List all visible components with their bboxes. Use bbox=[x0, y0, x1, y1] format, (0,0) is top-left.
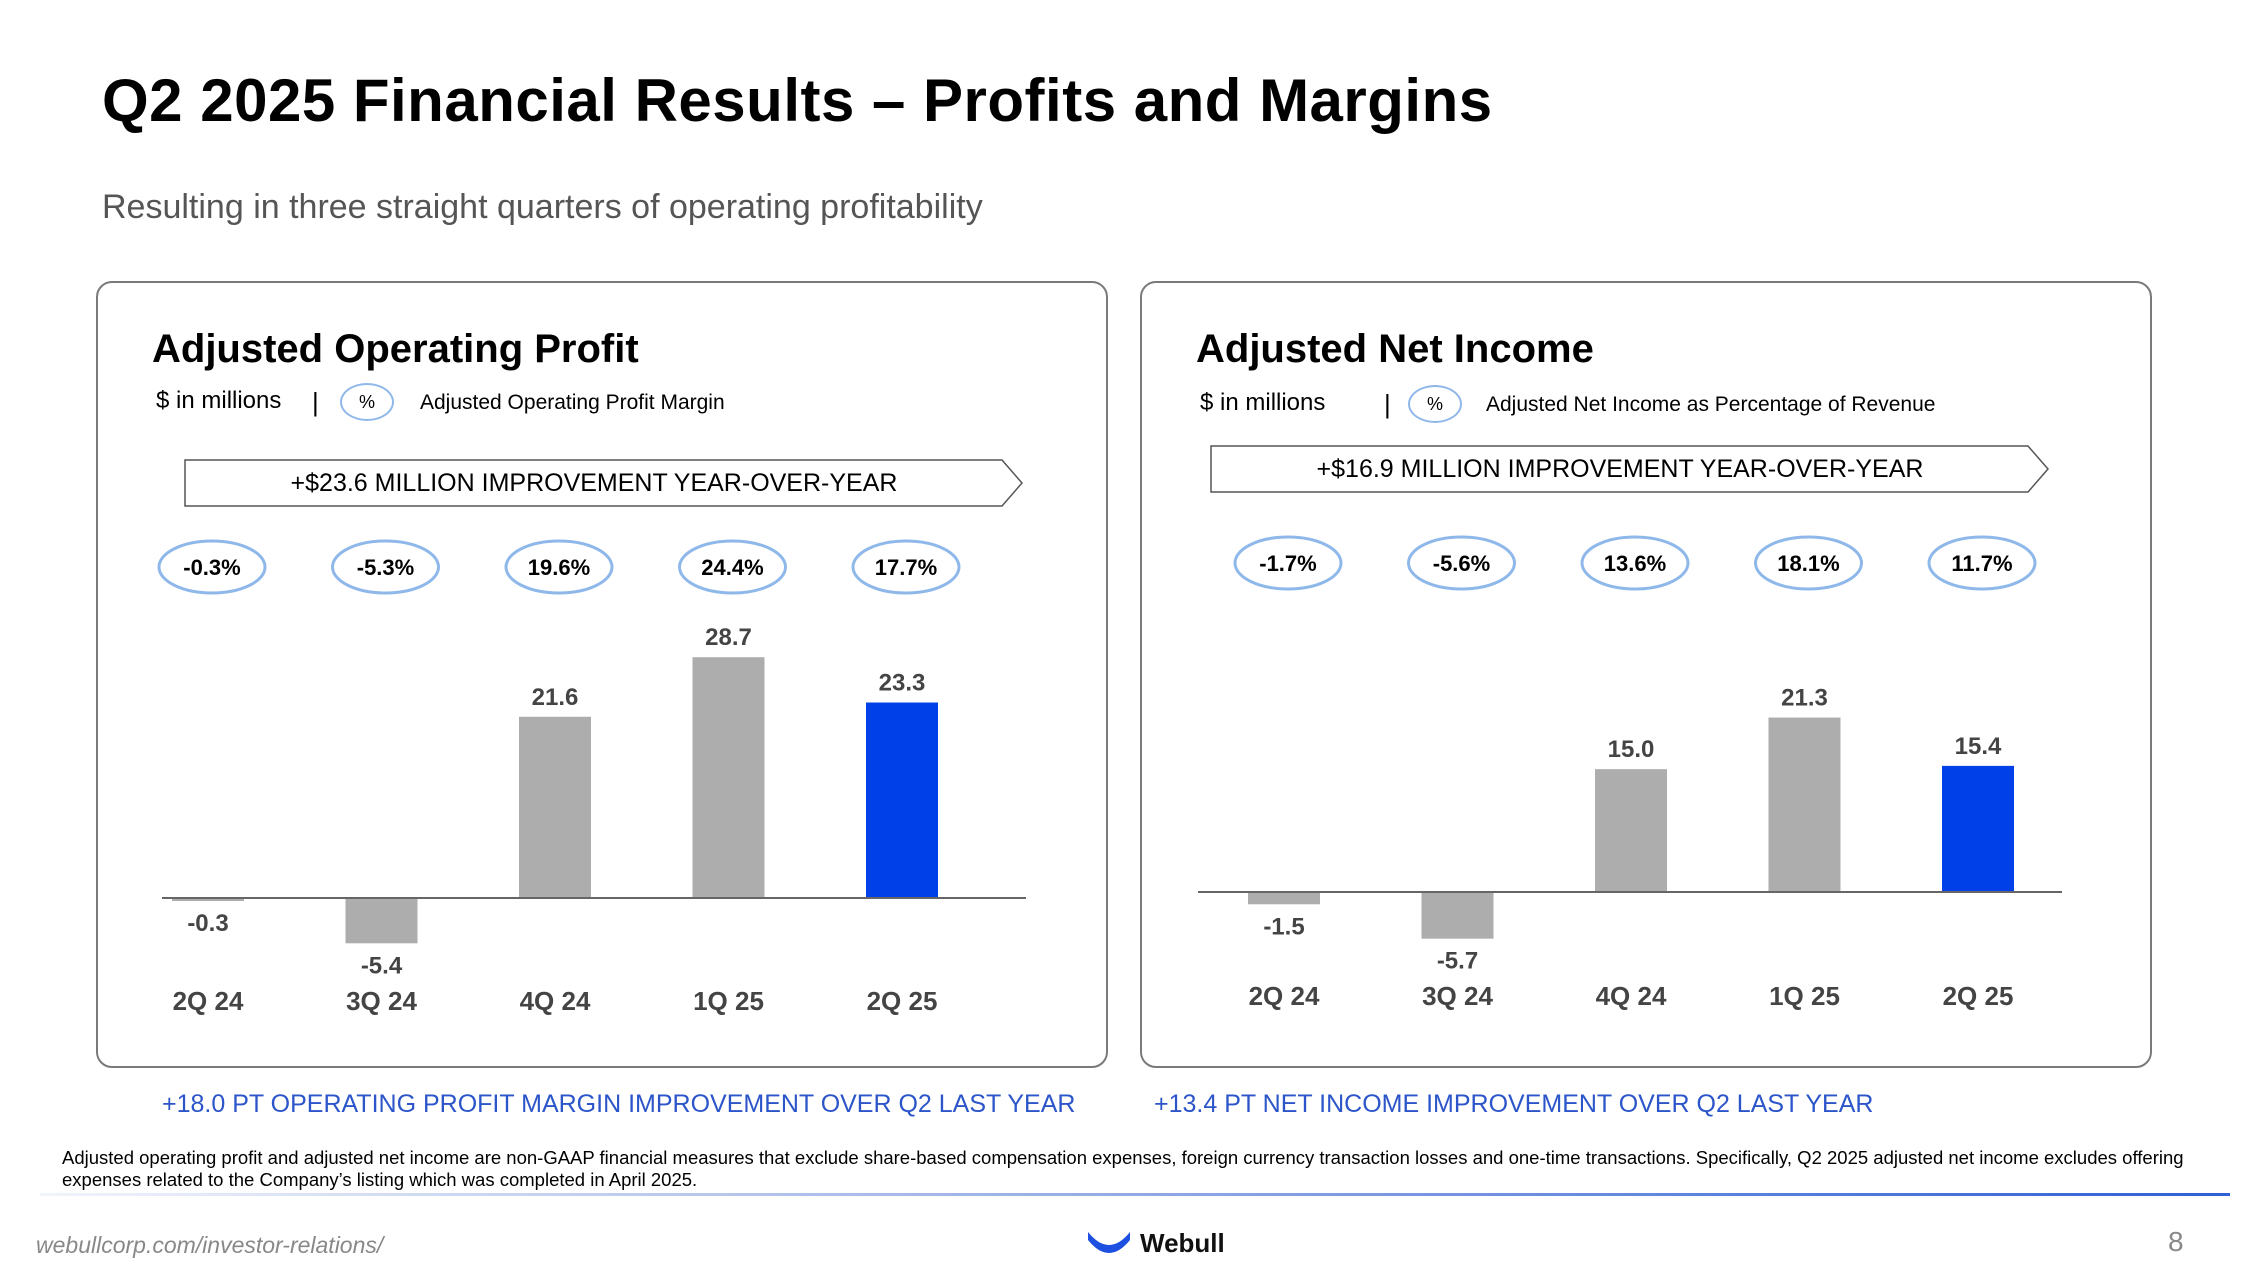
operating-profit-chart: -0.3 2Q 24 -0.3% -5.4 3Q 24 -5.3% 21.6 4Q 24 19.… bbox=[157, 539, 1026, 1016]
margin-ellipse bbox=[331, 539, 440, 595]
margin-ellipse bbox=[1754, 535, 1863, 591]
net-income-chart: -1.5 2Q 24 -1.7% -5.7 3Q 24 -5.6% 15.0 4Q 24 13.… bbox=[1198, 535, 2062, 1011]
bar-2q-24 bbox=[1248, 892, 1320, 905]
category-label: 2Q 25 bbox=[867, 986, 938, 1016]
disclaimer-text: Adjusted operating profit and adjusted n… bbox=[62, 1147, 2184, 1190]
margin-label: 13.6% bbox=[1604, 551, 1666, 576]
banner-arrow-shape bbox=[1210, 445, 2049, 493]
category-label: 4Q 24 bbox=[1596, 981, 1667, 1011]
footer-divider bbox=[40, 1193, 2230, 1196]
bar-3q-24 bbox=[1421, 892, 1494, 939]
investor-relations-link[interactable]: webullcorp.com/investor-relations/ bbox=[36, 1232, 384, 1258]
margin-ellipse bbox=[1407, 535, 1516, 591]
category-label: 2Q 24 bbox=[173, 986, 244, 1016]
margin-ellipse bbox=[851, 539, 961, 595]
net-income-footnote: +13.4 PT NET INCOME IMPROVEMENT OVER Q2 … bbox=[1154, 1090, 1874, 1118]
category-label: 3Q 24 bbox=[346, 986, 417, 1016]
category-label: 3Q 24 bbox=[1422, 981, 1493, 1011]
bar-2q-25 bbox=[1942, 765, 2014, 892]
category-label: 1Q 25 bbox=[693, 986, 764, 1016]
value-label: -5.7 bbox=[1437, 948, 1478, 975]
panel-title: Adjusted Operating Profit bbox=[152, 327, 639, 371]
category-label: 1Q 25 bbox=[1769, 981, 1840, 1011]
banner-text: +$16.9 MILLION IMPROVEMENT YEAR-OVER-YEA… bbox=[1316, 455, 1924, 483]
margin-label: 19.6% bbox=[528, 555, 590, 580]
operating-margin-footnote: +18.0 PT OPERATING PROFIT MARGIN IMPROVE… bbox=[162, 1090, 1076, 1118]
margin-label: -5.6% bbox=[1433, 551, 1490, 576]
margin-label: 18.1% bbox=[1777, 551, 1839, 576]
margin-ellipse bbox=[157, 539, 267, 595]
page-number: 8 bbox=[2168, 1226, 2184, 1257]
category-label: 2Q 24 bbox=[1249, 981, 1320, 1011]
margin-label: -5.3% bbox=[357, 555, 414, 580]
value-label: 23.3 bbox=[879, 670, 926, 697]
margin-label: 24.4% bbox=[701, 555, 763, 580]
value-label: 15.4 bbox=[1955, 733, 2002, 760]
units-label: $ in millions bbox=[1200, 389, 1326, 416]
margin-key-label: Adjusted Net Income as Percentage of Rev… bbox=[1486, 393, 1936, 416]
separator: | bbox=[312, 387, 319, 417]
category-label: 4Q 24 bbox=[520, 986, 591, 1016]
value-label: -1.5 bbox=[1263, 913, 1304, 940]
category-label: 2Q 25 bbox=[1943, 981, 2014, 1011]
operating-profit-panel: Adjusted Operating Profit $ in millions … bbox=[96, 281, 1108, 1068]
bar-4q-24 bbox=[519, 716, 591, 898]
margin-ellipse bbox=[1580, 535, 1690, 591]
bar-3q-24 bbox=[345, 898, 418, 944]
bar-2q-25 bbox=[866, 702, 938, 898]
value-label: -0.3 bbox=[187, 910, 228, 937]
margin-ellipse bbox=[1927, 535, 2037, 591]
banner-text: +$23.6 MILLION IMPROVEMENT YEAR-OVER-YEA… bbox=[290, 469, 898, 497]
margin-label: -1.7% bbox=[1259, 551, 1316, 576]
percent-key-icon: % bbox=[340, 383, 394, 421]
margin-ellipse bbox=[1233, 535, 1343, 591]
net-income-panel: Adjusted Net Income $ in millions | % Ad… bbox=[1140, 281, 2152, 1068]
value-label: 28.7 bbox=[705, 624, 752, 651]
margin-label: 17.7% bbox=[875, 555, 937, 580]
value-label: 21.6 bbox=[532, 684, 579, 711]
value-label: 21.3 bbox=[1781, 685, 1828, 712]
separator: | bbox=[1384, 389, 1391, 419]
bar-4q-24 bbox=[1595, 769, 1667, 892]
value-label: 15.0 bbox=[1608, 736, 1655, 763]
page-subtitle: Resulting in three straight quarters of … bbox=[102, 188, 983, 226]
margin-ellipse bbox=[504, 539, 614, 595]
units-label: $ in millions bbox=[156, 387, 282, 414]
panel-title: Adjusted Net Income bbox=[1196, 327, 1594, 371]
margin-label: 11.7% bbox=[1951, 551, 2012, 576]
bar-1q-25 bbox=[692, 657, 765, 898]
value-label: -5.4 bbox=[361, 952, 403, 979]
percent-key-icon: % bbox=[1408, 385, 1462, 423]
bar-2q-24 bbox=[172, 898, 244, 901]
margin-key-label: Adjusted Operating Profit Margin bbox=[420, 391, 725, 414]
page-title: Q2 2025 Financial Results – Profits and … bbox=[102, 67, 1493, 134]
margin-ellipse bbox=[678, 539, 787, 595]
logo-text: Webull bbox=[1140, 1228, 1225, 1258]
webull-smile-icon bbox=[1088, 1232, 1130, 1253]
bar-1q-25 bbox=[1768, 717, 1841, 892]
banner-arrow-shape bbox=[184, 459, 1023, 507]
margin-label: -0.3% bbox=[183, 555, 240, 580]
